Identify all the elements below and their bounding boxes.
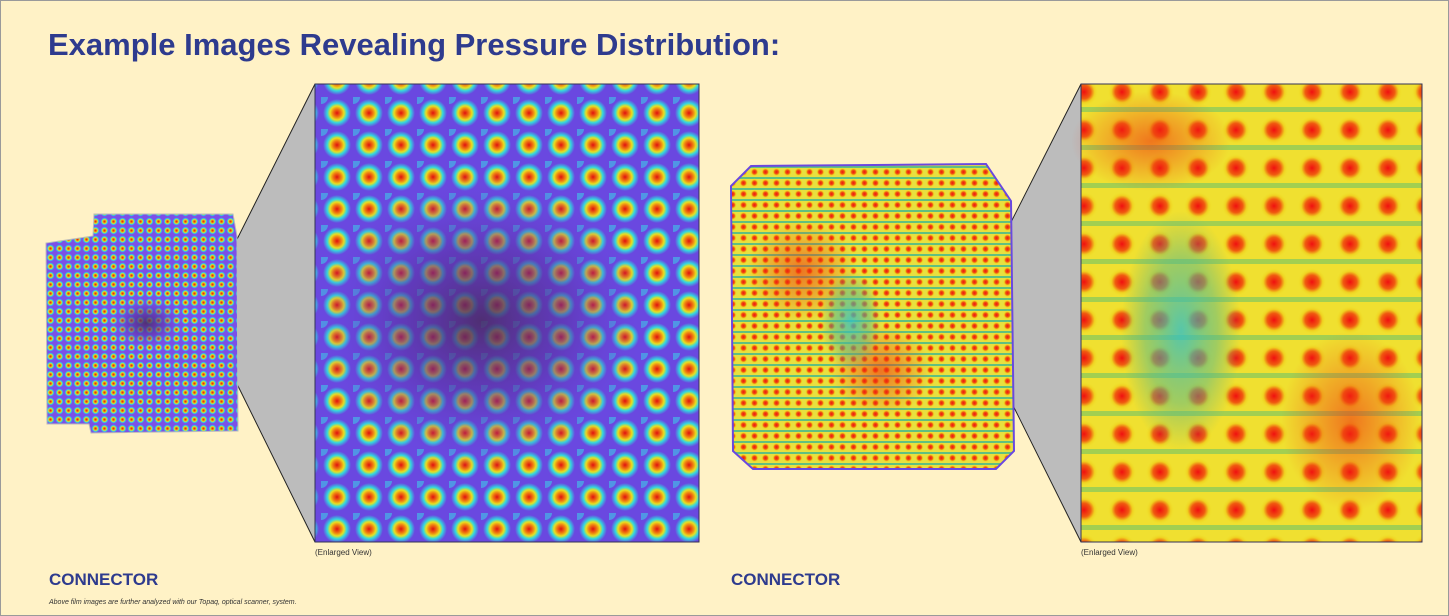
enlarged-caption: (Enlarged View) <box>315 548 372 557</box>
enlarged-caption: (Enlarged View) <box>1081 548 1138 557</box>
footnote: Above film images are further analyzed w… <box>49 599 297 606</box>
title: Example Images Revealing Pressure Distri… <box>48 27 781 62</box>
panel-label: CONNECTOR <box>49 570 159 589</box>
panel-label: CONNECTOR <box>731 570 841 589</box>
